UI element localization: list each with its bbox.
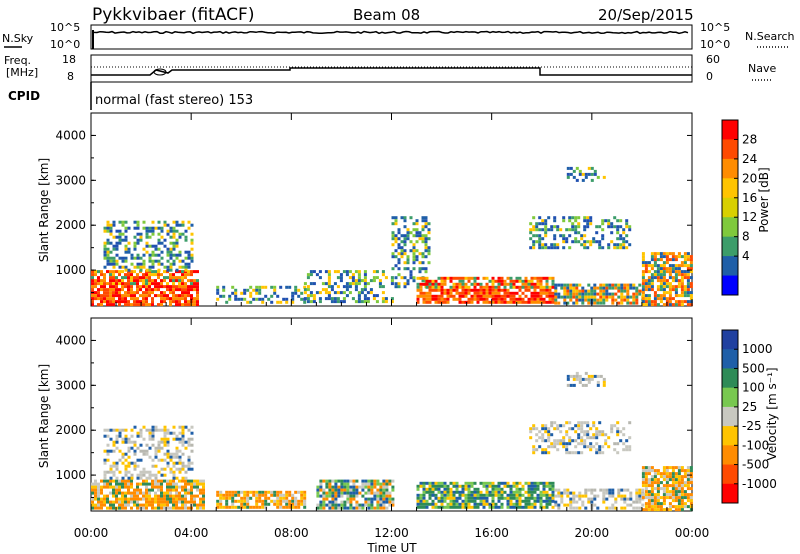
power-cbar-swatch (722, 256, 738, 277)
vel-ytick-label: 3000 (55, 378, 86, 392)
power-cbar-swatch (722, 236, 738, 257)
power-cbar-swatch (722, 275, 738, 296)
vel-cbar-swatch (722, 349, 738, 369)
nsky-label: N.Sky (2, 32, 34, 45)
power-cbar-tick-label: 16 (742, 191, 757, 205)
vel-cbar-tick-label: -500 (742, 458, 769, 472)
date-title: 20/Sep/2015 (598, 6, 694, 24)
freq-series-line (91, 67, 692, 76)
vel-cbar-tick-label: -100 (742, 438, 769, 452)
power-echo-region (303, 270, 394, 304)
power-cbar-swatch (722, 217, 738, 238)
vel-ytick-label: 2000 (55, 423, 86, 437)
freq-label-2: [MHz] (6, 66, 38, 79)
time-tick-label: 04:00 (174, 526, 209, 540)
time-tick-label: 16:00 (474, 526, 509, 540)
nave-tick-bottom: 0 (706, 70, 713, 83)
power-ytick-label: 1000 (55, 263, 86, 277)
nsearch-label: N.Search (745, 30, 795, 43)
vel-echo-region (566, 371, 606, 387)
power-cbar-tick-label: 4 (742, 249, 750, 263)
vel-ytick-label: 4000 (55, 333, 86, 347)
time-tick-label: 00:00 (74, 526, 109, 540)
vel-cbar-tick-label: 1000 (742, 342, 773, 356)
vel-echo-region (554, 488, 645, 510)
power-colorbar: 28 24 20 16 12 8 4 (721, 119, 757, 296)
time-axis-label: Time UT (366, 541, 417, 554)
cpid-text: normal (fast stereo) 153 (95, 93, 253, 108)
vel-cbar-swatch (722, 406, 738, 427)
power-cbar-tick-label: 12 (742, 210, 757, 224)
power-echo-region (216, 285, 307, 304)
power-cbar-tick-label: 8 (742, 230, 750, 244)
power-cbar-swatch (722, 120, 738, 140)
velocity-colorbar: 1000 500 100 25 -25 -100 -500 -1000 (721, 329, 777, 504)
power-cbar-tick-label: 28 (742, 132, 757, 146)
nave-tick-top: 60 (706, 53, 720, 66)
time-tick-label: 12:00 (374, 526, 409, 540)
power-echo-region (391, 216, 431, 289)
power-ytick-label: 2000 (55, 218, 86, 232)
nsearch-tick-top: 10^5 (700, 21, 730, 34)
vel-cbar-swatch (722, 445, 738, 466)
vel-echo-region (103, 425, 194, 480)
beam-title: Beam 08 (353, 6, 420, 24)
time-tick-label: 20:00 (575, 526, 610, 540)
freq-tick-top: 18 (62, 53, 76, 66)
freq-panel: Freq. [MHz] 18 8 60 0 Nave (4, 53, 776, 83)
vel-echo-region (529, 421, 632, 455)
time-axis: 00:00 04:00 08:00 12:00 16:00 20:00 00:00 (74, 113, 710, 540)
nsearch-tick-bottom: 10^0 (700, 38, 730, 51)
vel-cbar-swatch (722, 483, 738, 504)
power-cbar-swatch (722, 139, 738, 160)
power-echo-region (641, 252, 693, 307)
vel-echo-region (641, 466, 693, 512)
vel-echo-region (316, 479, 395, 510)
cpid-label: CPID (8, 89, 40, 103)
time-tick-label: 08:00 (274, 526, 309, 540)
power-echo-region (529, 216, 632, 250)
power-cbar-swatch (722, 197, 738, 218)
velocity-panel: 4000 3000 2000 1000 Slant Range [km] (37, 317, 693, 512)
station-title: Pykkvibaer (fitACF) (92, 5, 254, 25)
vel-cbar-tick-label: 100 (742, 381, 765, 395)
nsky-panel: N.Sky 10^5 10^0 10^5 10^0 N.Search (2, 21, 795, 51)
vel-echo-region (416, 481, 555, 509)
power-ytick-label: 4000 (55, 128, 86, 142)
vel-ytick-label: 1000 (55, 468, 86, 482)
nsky-tick-bottom: 10^0 (50, 38, 80, 51)
vel-cbar-tick-label: -1000 (742, 477, 777, 491)
power-cbar-label: Power [dB] (757, 167, 771, 232)
freq-label-1: Freq. (4, 54, 31, 67)
power-echo-region (103, 220, 194, 272)
velocity-ylabel: Slant Range [km] (37, 364, 51, 468)
power-ytick-label: 3000 (55, 173, 86, 187)
power-cbar-swatch (722, 158, 738, 179)
nsky-tick-top: 10^5 (50, 21, 80, 34)
power-cbar-tick-label: 24 (742, 152, 757, 166)
power-echo-region (91, 270, 199, 307)
vel-echo-region (91, 479, 205, 510)
power-cbar-swatch (722, 178, 738, 199)
vel-cbar-swatch (722, 368, 738, 389)
nsky-series-line (92, 30, 689, 35)
power-ylabel: Slant Range [km] (37, 158, 51, 262)
vel-cbar-swatch (722, 387, 738, 408)
time-tick-label: 00:00 (675, 526, 710, 540)
freq-tick-bottom: 8 (67, 70, 74, 83)
vel-cbar-swatch (722, 426, 738, 446)
vel-cbar-tick-label: 25 (742, 400, 757, 414)
vel-echo-region (216, 490, 307, 509)
power-echo-region (416, 276, 555, 304)
power-cbar-tick-label: 20 (742, 171, 757, 185)
vel-cbar-swatch (722, 464, 738, 485)
nave-label: Nave (748, 62, 776, 75)
vel-cbar-swatch (722, 330, 738, 350)
vel-cbar-tick-label: 500 (742, 361, 765, 375)
power-echo-region (566, 166, 606, 182)
power-panel: 4000 3000 2000 1000 Slant Range [km] (37, 112, 693, 307)
velocity-cbar-label: Velocity [m s⁻¹] (765, 367, 779, 460)
vel-cbar-tick-label: -25 (742, 419, 762, 433)
